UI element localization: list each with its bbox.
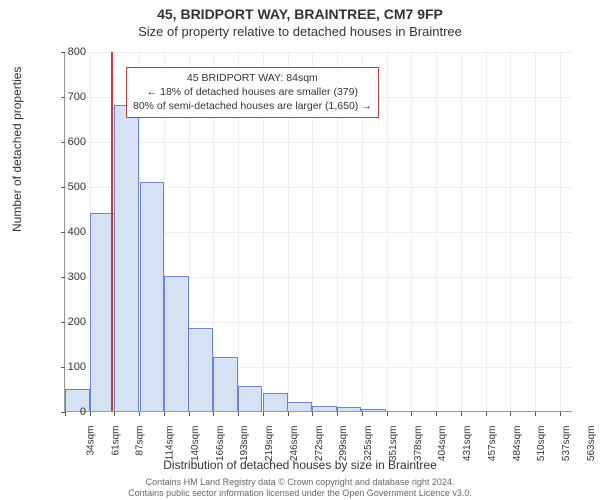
histogram-bar <box>140 182 165 412</box>
xtick-mark <box>337 412 338 416</box>
gridline-v <box>560 52 561 411</box>
footer-line-1: Contains HM Land Registry data © Crown c… <box>0 477 600 487</box>
xtick-mark <box>510 412 511 416</box>
histogram-bar <box>337 407 362 411</box>
xtick-label: 246sqm <box>289 426 300 462</box>
page-subtitle: Size of property relative to detached ho… <box>0 22 600 39</box>
xtick-label: 431sqm <box>462 426 473 462</box>
xtick-label: 219sqm <box>264 426 275 462</box>
plot-area: 45 BRIDPORT WAY: 84sqm ← 18% of detached… <box>64 52 572 412</box>
ytick-label: 200 <box>26 316 86 328</box>
xtick-mark <box>90 412 91 416</box>
xtick-mark <box>263 412 264 416</box>
xtick-label: 299sqm <box>339 426 350 462</box>
xtick-label: 537sqm <box>561 426 572 462</box>
xtick-mark <box>288 412 289 416</box>
callout-line-address: 45 BRIDPORT WAY: 84sqm <box>133 71 372 85</box>
ytick-label: 700 <box>26 91 86 103</box>
xtick-mark <box>461 412 462 416</box>
ytick-label: 100 <box>26 361 86 373</box>
histogram-bar <box>312 406 337 411</box>
gridline-v <box>436 52 437 411</box>
xtick-label: 378sqm <box>413 426 424 462</box>
histogram-bar <box>287 402 312 411</box>
xtick-mark <box>139 412 140 416</box>
xtick-mark <box>114 412 115 416</box>
xtick-mark <box>189 412 190 416</box>
xtick-label: 87sqm <box>135 426 146 456</box>
gridline-h <box>65 142 572 143</box>
xtick-label: 484sqm <box>512 426 523 462</box>
xtick-label: 351sqm <box>388 426 399 462</box>
ytick-label: 300 <box>26 271 86 283</box>
xtick-mark <box>387 412 388 416</box>
xtick-mark <box>312 412 313 416</box>
y-axis-label: Number of detached properties <box>10 67 24 232</box>
histogram-bar <box>114 105 139 411</box>
gridline-v <box>461 52 462 411</box>
gridline-v <box>510 52 511 411</box>
ytick-label: 0 <box>26 406 86 418</box>
xtick-label: 114sqm <box>165 426 176 461</box>
xtick-label: 510sqm <box>537 426 548 462</box>
histogram-bar <box>164 276 189 411</box>
ytick-label: 800 <box>26 46 86 58</box>
reference-callout: 45 BRIDPORT WAY: 84sqm ← 18% of detached… <box>126 67 379 118</box>
gridline-h <box>65 52 572 53</box>
xtick-label: 61sqm <box>110 426 121 456</box>
histogram-bar <box>213 357 238 411</box>
histogram-bar <box>238 386 263 411</box>
xtick-label: 166sqm <box>215 426 226 462</box>
page-title: 45, BRIDPORT WAY, BRAINTREE, CM7 9FP <box>0 0 600 22</box>
xtick-mark <box>411 412 412 416</box>
histogram-bar <box>188 328 213 411</box>
xtick-mark <box>486 412 487 416</box>
callout-line-smaller: ← 18% of detached houses are smaller (37… <box>133 85 372 99</box>
ytick-label: 500 <box>26 181 86 193</box>
xtick-mark <box>535 412 536 416</box>
xtick-label: 140sqm <box>190 426 201 462</box>
xtick-mark <box>362 412 363 416</box>
histogram-bar <box>361 409 386 411</box>
xtick-label: 404sqm <box>438 426 449 462</box>
xtick-label: 457sqm <box>487 426 498 462</box>
xtick-mark <box>164 412 165 416</box>
ytick-label: 400 <box>26 226 86 238</box>
chart-container: 45, BRIDPORT WAY, BRAINTREE, CM7 9FP Siz… <box>0 0 600 500</box>
xtick-mark <box>436 412 437 416</box>
reference-line <box>111 52 113 411</box>
footer-line-2: Contains public sector information licen… <box>0 488 600 498</box>
xtick-label: 272sqm <box>314 426 325 462</box>
xtick-mark <box>560 412 561 416</box>
gridline-v <box>387 52 388 411</box>
footer-attribution: Contains HM Land Registry data © Crown c… <box>0 477 600 498</box>
callout-line-larger: 80% of semi-detached houses are larger (… <box>133 99 372 113</box>
xtick-label: 563sqm <box>586 426 597 462</box>
xtick-label: 325sqm <box>363 426 374 462</box>
xtick-mark <box>238 412 239 416</box>
xtick-label: 34sqm <box>86 426 97 456</box>
xtick-label: 193sqm <box>240 426 251 462</box>
ytick-label: 600 <box>26 136 86 148</box>
gridline-v <box>411 52 412 411</box>
histogram-bar <box>263 393 288 411</box>
gridline-v <box>486 52 487 411</box>
gridline-v <box>535 52 536 411</box>
xtick-mark <box>213 412 214 416</box>
